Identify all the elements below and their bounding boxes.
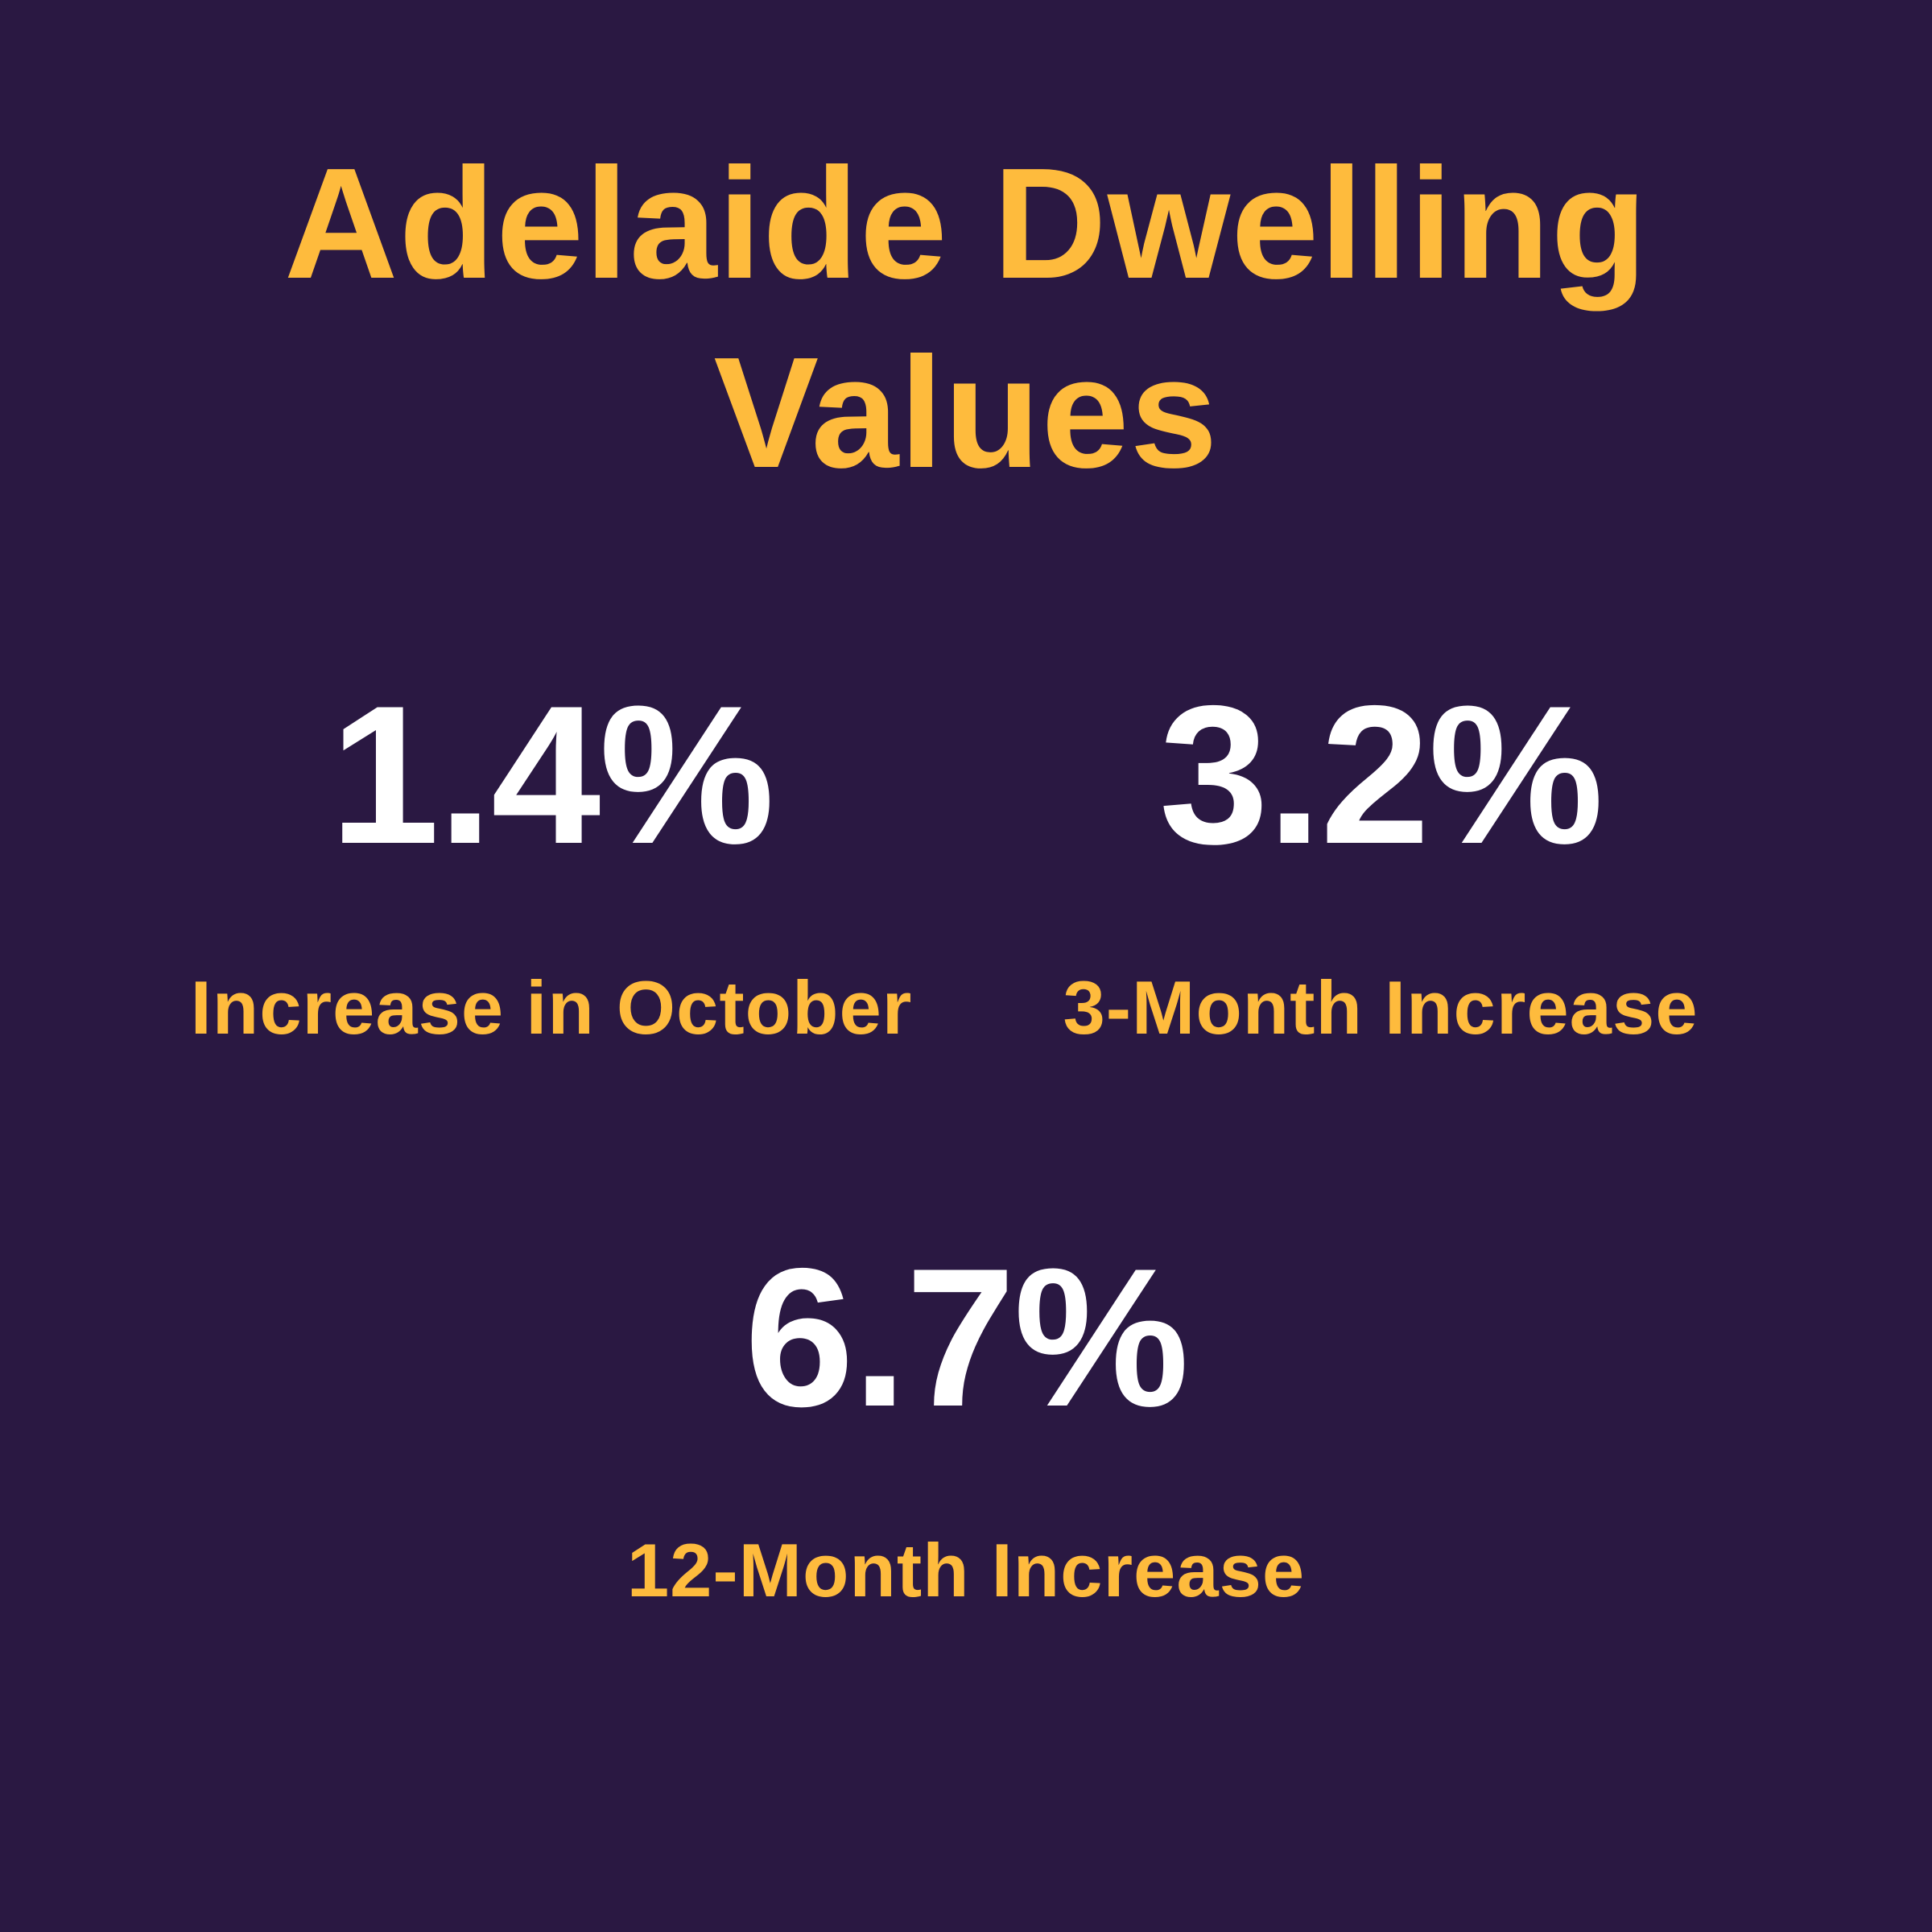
page-title: Adelaide Dwelling Values xyxy=(284,129,1648,507)
stat-3-month-increase: 3.2% 3-Month Increase xyxy=(966,664,1795,1051)
stat-value-3-month: 3.2% xyxy=(1158,664,1604,886)
stat-october-increase: 1.4% Increase in October xyxy=(137,664,966,1051)
stat-label-3-month: 3-Month Increase xyxy=(1063,965,1699,1051)
stat-12-month-increase: 6.7% 12-Month Increase xyxy=(626,1226,1306,1932)
page-title-line1: Adelaide Dwelling xyxy=(283,135,1649,312)
stat-value-12-month: 6.7% xyxy=(744,1226,1189,1447)
stat-label-12-month: 12-Month Increase xyxy=(626,1527,1306,1612)
page-title-line2: Values xyxy=(713,324,1219,502)
stat-value-october: 1.4% xyxy=(329,664,774,886)
stats-row-top: 1.4% Increase in October 3.2% 3-Month In… xyxy=(0,664,1932,1051)
stat-label-october: Increase in October xyxy=(190,965,913,1051)
